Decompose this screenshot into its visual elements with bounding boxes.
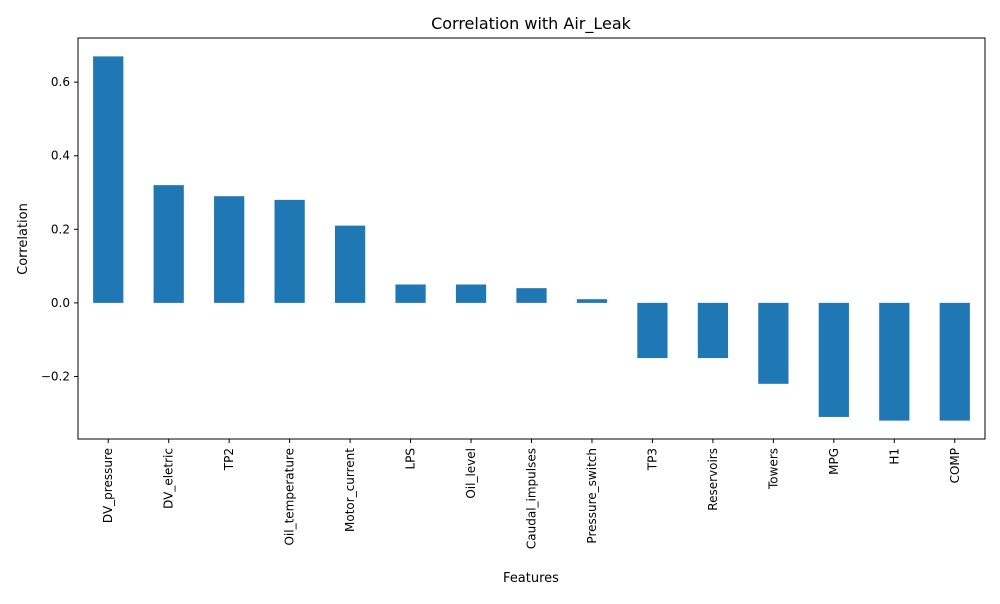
y-tick-label: −0.2 — [41, 369, 70, 383]
x-tick-label: COMP — [948, 448, 962, 483]
bar-lps — [395, 284, 426, 303]
y-tick-label: 0.2 — [51, 222, 70, 236]
bar-tp3 — [637, 302, 668, 359]
y-tick-label: 0.6 — [51, 75, 70, 89]
bar-oil-temperature — [274, 199, 305, 303]
x-tick-label: TP3 — [645, 448, 659, 471]
chart-title: Correlation with Air_Leak — [431, 14, 632, 34]
bar-caudal-impulses — [516, 288, 547, 303]
x-axis-label: Features — [503, 571, 559, 586]
x-tick-label: Pressure_switch — [585, 448, 599, 544]
x-tick-label: LPS — [404, 448, 418, 470]
bar-towers — [758, 302, 789, 384]
x-tick-label: Motor_current — [343, 448, 357, 532]
x-tick-label: Oil_temperature — [283, 448, 297, 546]
y-tick-label: 0.0 — [51, 296, 70, 310]
bar-tp2 — [214, 196, 245, 303]
x-tick-label: Reservoirs — [706, 448, 720, 511]
bar-oil-level — [455, 284, 487, 303]
x-ticks-group: DV_pressure DV_eletric TP2 Oil_temperature M… — [101, 439, 962, 549]
bar-dv-eletric — [153, 185, 184, 303]
x-tick-label: DV_eletric — [162, 448, 176, 509]
x-tick-label: MPG — [827, 448, 841, 475]
x-tick-label: DV_pressure — [101, 448, 115, 523]
x-tick-label: TP2 — [222, 448, 236, 471]
bar-h1 — [879, 302, 910, 421]
bar-dv-pressure — [93, 56, 124, 303]
bar-motor-current — [334, 225, 366, 303]
x-tick-label: H1 — [887, 448, 901, 465]
bar-mpg — [818, 302, 849, 417]
x-tick-label: Caudal_impulses — [525, 448, 539, 549]
y-tick-label: 0.4 — [51, 149, 70, 163]
y-ticks-group: −0.2 0.0 0.2 0.4 0.6 — [41, 75, 78, 383]
x-tick-label: Oil_level — [464, 448, 478, 499]
x-tick-label: Towers — [766, 448, 780, 490]
y-axis-label: Correlation — [16, 203, 31, 275]
bars-group — [93, 56, 970, 421]
bar-reservoirs — [697, 302, 729, 359]
bar-pressure-switch — [576, 299, 608, 303]
bar-comp — [939, 302, 970, 421]
plot-frame — [77, 37, 986, 440]
